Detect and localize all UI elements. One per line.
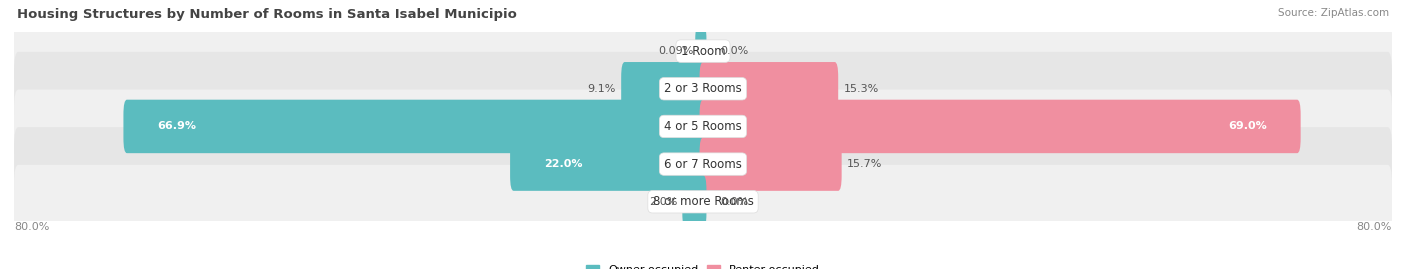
FancyBboxPatch shape xyxy=(124,100,706,153)
FancyBboxPatch shape xyxy=(14,14,1392,88)
Text: 1 Room: 1 Room xyxy=(681,45,725,58)
Text: 15.7%: 15.7% xyxy=(846,159,882,169)
Text: 0.09%: 0.09% xyxy=(658,46,693,56)
Text: 2 or 3 Rooms: 2 or 3 Rooms xyxy=(664,82,742,95)
Text: 80.0%: 80.0% xyxy=(1357,222,1392,232)
Text: 8 or more Rooms: 8 or more Rooms xyxy=(652,195,754,208)
Text: 69.0%: 69.0% xyxy=(1229,121,1267,132)
Text: 6 or 7 Rooms: 6 or 7 Rooms xyxy=(664,158,742,171)
FancyBboxPatch shape xyxy=(700,137,842,191)
Text: Housing Structures by Number of Rooms in Santa Isabel Municipio: Housing Structures by Number of Rooms in… xyxy=(17,8,517,21)
Text: 0.0%: 0.0% xyxy=(720,197,748,207)
Legend: Owner-occupied, Renter-occupied: Owner-occupied, Renter-occupied xyxy=(586,265,820,269)
FancyBboxPatch shape xyxy=(14,165,1392,239)
FancyBboxPatch shape xyxy=(14,90,1392,163)
Text: 22.0%: 22.0% xyxy=(544,159,582,169)
Text: Source: ZipAtlas.com: Source: ZipAtlas.com xyxy=(1278,8,1389,18)
FancyBboxPatch shape xyxy=(14,52,1392,126)
FancyBboxPatch shape xyxy=(700,62,838,115)
Text: 15.3%: 15.3% xyxy=(844,84,879,94)
Text: 9.1%: 9.1% xyxy=(588,84,616,94)
Text: 4 or 5 Rooms: 4 or 5 Rooms xyxy=(664,120,742,133)
FancyBboxPatch shape xyxy=(510,137,706,191)
FancyBboxPatch shape xyxy=(695,24,706,78)
Text: 66.9%: 66.9% xyxy=(157,121,195,132)
Text: 2.0%: 2.0% xyxy=(648,197,678,207)
FancyBboxPatch shape xyxy=(682,175,706,228)
FancyBboxPatch shape xyxy=(621,62,706,115)
FancyBboxPatch shape xyxy=(14,127,1392,201)
Text: 80.0%: 80.0% xyxy=(14,222,49,232)
Text: 0.0%: 0.0% xyxy=(720,46,748,56)
FancyBboxPatch shape xyxy=(700,100,1301,153)
